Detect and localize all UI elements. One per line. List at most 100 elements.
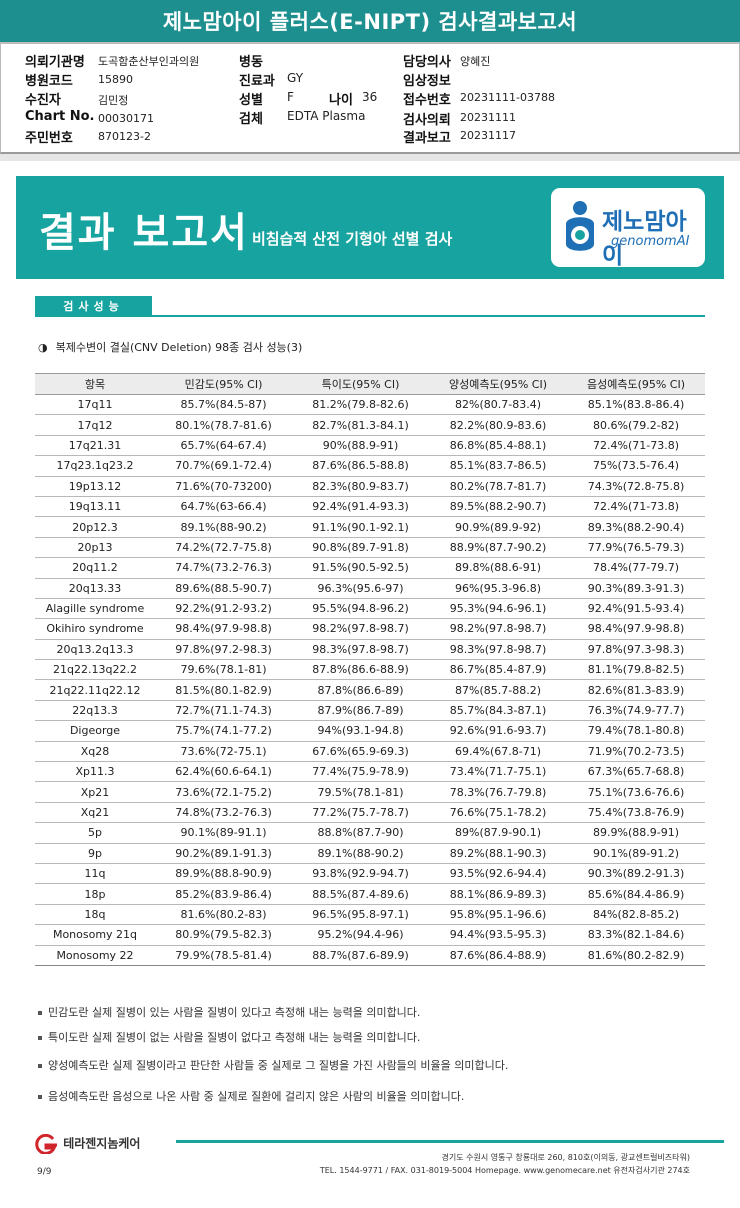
section-subheading: ◑ 복제수변이 결실(CNV Deletion) 98종 검사 성능(3) [38,339,302,355]
cell-npv: 71.9%(70.2-73.5) [567,741,705,763]
specimen-label: 검체 [239,112,263,127]
cell-sensitivity: 73.6%(72.1-75.2) [155,781,292,803]
cell-sensitivity: 85.2%(83.9-86.4) [155,883,292,905]
report-date-value: 20231117 [460,129,516,142]
cell-sensitivity: 90.2%(89.1-91.3) [155,843,292,864]
cell-sensitivity: 85.7%(84.5-87) [155,394,292,416]
half-circle-icon: ◑ [38,341,48,354]
cell-item: Monosomy 22 [35,945,155,966]
cell-npv: 83.3%(82.1-84.6) [567,924,705,946]
cell-sensitivity: 79.9%(78.5-81.4) [155,945,292,966]
cell-specificity: 79.5%(78.1-81) [292,781,429,803]
company-logo: 테라젠지놈케어 [33,1133,141,1155]
result-banner: 결과 보고서 비침습적 산전 기형아 선별 검사 제노맘아이 genomomAI [16,176,724,279]
cell-sensitivity: 74.7%(73.2-76.3) [155,557,292,579]
cell-specificity: 89.1%(88-90.2) [292,843,429,864]
doctor-value: 양혜진 [460,55,491,68]
cell-ppv: 98.3%(97.8-98.7) [429,639,567,661]
company-g-icon [35,1133,57,1155]
chart-no-value: 00030171 [98,112,154,125]
table-row: Digeorge 75.7%(74.1-77.2) 94%(93.1-94.8) 92… [35,720,705,742]
patient-info-block: 의뢰기관명 도곡함춘산부인과의원 병원코드 15890 수진자 김민정 Char… [0,44,740,154]
cell-ppv: 80.2%(78.7-81.7) [429,476,567,497]
cell-item: Alagille syndrome [35,598,155,620]
section-divider [35,315,705,317]
cell-npv: 79.4%(78.1-80.8) [567,720,705,742]
cell-specificity: 92.4%(91.4-93.3) [292,496,429,518]
cell-ppv: 89.8%(88.6-91) [429,557,567,579]
institution-label: 의뢰기관명 [25,55,85,70]
table-row: Xq28 73.6%(72-75.1) 67.6%(65.9-69.3) 69.4%(… [35,741,705,763]
ward-label: 병동 [239,55,263,70]
receipt-label: 접수번호 [403,93,451,108]
bullet-icon [38,1036,42,1040]
table-row: 21q22.13q22.2 79.6%(78.1-81) 87.8%(86.6-88… [35,659,705,681]
cell-ppv: 87%(85.7-88.2) [429,679,567,701]
table-row: 20q13.2q13.3 97.8%(97.2-98.3) 98.3%(97.8-9… [35,639,705,661]
cell-specificity: 91.1%(90.1-92.1) [292,516,429,538]
cell-item: 20q13.2q13.3 [35,639,155,661]
cell-sensitivity: 80.1%(78.7-81.6) [155,414,292,436]
cell-sensitivity: 89.9%(88.8-90.9) [155,863,292,885]
brand-logo: 제노맘아이 genomomAI [551,188,705,269]
doctor-label: 담당의사 [403,55,451,70]
collector-label: 수진자 [25,93,61,108]
cell-specificity: 96.5%(95.8-97.1) [292,904,429,926]
cell-npv: 90.3%(89.2-91.3) [567,863,705,885]
section-tab: 검사성능 [35,296,152,315]
cell-ppv: 96%(95.3-96.8) [429,578,567,599]
cell-npv: 81.1%(79.8-82.5) [567,659,705,681]
cell-sensitivity: 97.8%(97.2-98.3) [155,639,292,661]
cell-specificity: 98.2%(97.8-98.7) [292,618,429,640]
cell-item: Xp11.3 [35,761,155,783]
resident-no-label: 주민번호 [25,131,73,146]
cell-specificity: 98.3%(97.8-98.7) [292,639,429,661]
cell-npv: 76.3%(74.9-77.7) [567,700,705,722]
note-text: 특이도란 실제 질병이 없는 사람을 질병이 없다고 측정해 내는 능력을 의미… [48,1031,421,1044]
hospital-code-label: 병원코드 [25,74,73,89]
cell-specificity: 95.5%(94.8-96.2) [292,598,429,620]
note-npv: 음성예측도란 음성으로 나온 사람 중 실제로 질환에 걸리지 않은 사람의 비… [38,1088,464,1104]
cell-specificity: 95.2%(94.4-96) [292,924,429,946]
cell-item: 18q [35,904,155,926]
cell-specificity: 96.3%(95.6-97) [292,578,429,599]
dept-value: GY [287,71,304,85]
cell-npv: 82.6%(81.3-83.9) [567,679,705,701]
table-row: 20q11.2 74.7%(73.2-76.3) 91.5%(90.5-92.5) 8… [35,557,705,579]
cell-item: 19q13.11 [35,496,155,518]
footer-divider [176,1140,724,1143]
cell-specificity: 88.5%(87.4-89.6) [292,883,429,905]
cell-item: 11q [35,863,155,885]
note-sensitivity: 민감도란 실제 질병이 있는 사람을 질병이 있다고 측정해 내는 능력을 의미… [38,1004,420,1020]
cell-specificity: 90.8%(89.7-91.8) [292,537,429,559]
banner-subtitle: 비침습적 산전 기형아 선별 검사 [252,230,453,248]
table-row: 20q13.33 89.6%(88.5-90.7) 96.3%(95.6-97) 96… [35,578,705,599]
table-row: 17q11 85.7%(84.5-87) 81.2%(79.8-82.6) 82%(8… [35,394,705,416]
report-title: 제노맘아이 플러스(E-NIPT) 검사결과보고서 [0,0,740,42]
page-number: 9/9 [37,1167,52,1177]
hospital-code-value: 15890 [98,73,133,86]
footer-contact: TEL. 1544-9771 / FAX. 031-8019-5004 Home… [319,1166,690,1175]
bullet-icon [38,1011,42,1015]
table-row: Xp11.3 62.4%(60.6-64.1) 77.4%(75.9-78.9) 73… [35,761,705,783]
cell-npv: 89.9%(88.9-91) [567,822,705,844]
cell-item: 18p [35,883,155,905]
cell-item: 9p [35,843,155,864]
cell-ppv: 87.6%(86.4-88.9) [429,945,567,966]
subheading-text: 복제수변이 결실(CNV Deletion) 98종 검사 성능(3) [55,341,303,354]
cell-item: 17q21.31 [35,435,155,457]
cell-sensitivity: 80.9%(79.5-82.3) [155,924,292,946]
cell-specificity: 91.5%(90.5-92.5) [292,557,429,579]
cell-specificity: 82.3%(80.9-83.7) [292,476,429,497]
cell-ppv: 92.6%(91.6-93.7) [429,720,567,742]
company-name: 테라젠지놈케어 [63,1136,141,1151]
clinical-label: 임상정보 [403,74,451,89]
table-row: 18p 85.2%(83.9-86.4) 88.5%(87.4-89.6) 88.1%… [35,883,705,905]
note-specificity: 특이도란 실제 질병이 없는 사람을 질병이 없다고 측정해 내는 능력을 의미… [38,1029,420,1045]
header-specificity: 특이도(95% CI) [292,373,429,395]
cell-npv: 84%(82.8-85.2) [567,904,705,926]
note-text: 민감도란 실제 질병이 있는 사람을 질병이 있다고 측정해 내는 능력을 의미… [48,1006,421,1019]
cell-sensitivity: 74.2%(72.7-75.8) [155,537,292,559]
table-row: 9p 90.2%(89.1-91.3) 89.1%(88-90.2) 89.2%(88… [35,843,705,864]
table-row: 19p13.12 71.6%(70-73200) 82.3%(80.9-83.7) 8… [35,476,705,497]
